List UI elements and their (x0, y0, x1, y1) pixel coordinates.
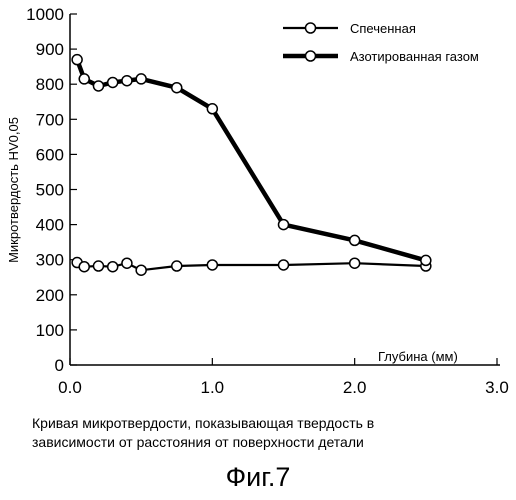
data-point (72, 55, 82, 65)
microhardness-chart: 0 100 200 300 400 500 600 700 800 900 1000 0.0 1.0 2.… (0, 0, 516, 410)
data-point (172, 83, 182, 93)
caption-line-1: Кривая микротвердости, показывающая твер… (32, 414, 452, 433)
data-point (279, 220, 289, 230)
legend-marker (306, 51, 316, 61)
data-point (172, 261, 182, 271)
data-point (350, 258, 360, 268)
data-point (122, 258, 132, 268)
legend-marker (306, 23, 316, 33)
legend-entry: Азотированная газом (283, 49, 479, 64)
y-tick-label: 700 (36, 110, 64, 129)
data-point (93, 261, 103, 271)
data-point (207, 260, 217, 270)
y-tick-label: 500 (36, 181, 64, 200)
legend-entry: Спеченная (283, 21, 416, 36)
data-point (79, 262, 89, 272)
data-point (136, 265, 146, 275)
data-point (122, 76, 132, 86)
data-point (136, 74, 146, 84)
x-tick-label: 0.0 (58, 378, 82, 397)
data-point (421, 255, 431, 265)
series-sintered (72, 258, 431, 276)
data-point (350, 235, 360, 245)
x-tick-label: 1.0 (201, 378, 225, 397)
y-tick-label: 400 (36, 216, 64, 235)
chart-legend: Спеченная Азотированная газом (283, 21, 479, 64)
y-tick-label: 200 (36, 286, 64, 305)
y-tick-label: 1000 (26, 5, 64, 24)
data-point (279, 260, 289, 270)
data-point (108, 77, 118, 87)
series-line (77, 60, 426, 261)
x-axis-label: Глубина (мм) (378, 349, 458, 364)
y-tick-label: 900 (36, 40, 64, 59)
figure-label: Фиг.7 (0, 462, 516, 493)
data-point (207, 104, 217, 114)
data-point (108, 262, 118, 272)
x-tick-label: 3.0 (485, 378, 509, 397)
data-point (79, 74, 89, 84)
legend-label: Спеченная (350, 21, 416, 36)
y-tick-label: 800 (36, 75, 64, 94)
y-tick-label: 300 (36, 251, 64, 270)
series-gas-nitrided (72, 55, 431, 266)
y-tick-label: 600 (36, 145, 64, 164)
data-point (93, 81, 103, 91)
y-tick-label: 0 (55, 356, 64, 375)
caption-line-2: зависимости от расстояния от поверхности… (32, 433, 452, 452)
x-tick-label: 2.0 (343, 378, 367, 397)
y-tick-label: 100 (36, 321, 64, 340)
legend-label: Азотированная газом (350, 49, 479, 64)
figure-caption: Кривая микротвердости, показывающая твер… (32, 414, 452, 452)
y-axis-label: Микротвердость HV0,05 (6, 117, 21, 263)
chart-series (72, 55, 431, 276)
